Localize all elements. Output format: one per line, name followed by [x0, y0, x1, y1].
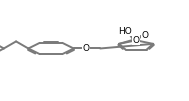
Text: O: O: [132, 36, 140, 45]
Text: O: O: [142, 31, 149, 40]
Text: HO: HO: [118, 27, 132, 36]
Text: O: O: [82, 44, 90, 53]
